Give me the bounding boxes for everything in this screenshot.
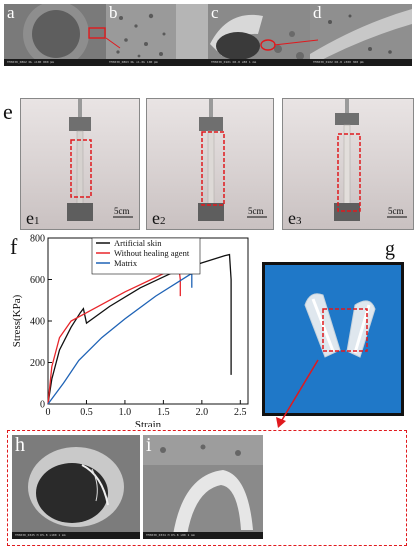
- legend-entry: Without healing agent: [114, 248, 190, 258]
- panel-label-c: c: [211, 4, 219, 22]
- x-tick-label: 2.0: [196, 407, 209, 418]
- fiber-cross-section-image: [4, 4, 106, 66]
- sem-panel-d: d TM3030_0102 D6.8 x300 300 μm: [310, 4, 412, 66]
- healed-specimen-photo: [262, 262, 404, 416]
- frame-label-e2: e2: [152, 208, 166, 228]
- fracture-sem-frame: [7, 430, 407, 546]
- x-tick-label: 2.5: [234, 407, 247, 418]
- fracture-surface-image-h: [12, 435, 140, 539]
- sem-panel-i: i TM3030_0334 H D5.8 x80 1 mm: [143, 435, 263, 539]
- panel-label-g: g: [385, 238, 395, 260]
- panel-label-e: e: [3, 99, 13, 124]
- fiber-wall-image: [310, 4, 412, 66]
- tensile-photo-e3: e3 5cm: [282, 98, 414, 230]
- sem-panel-c: c TM3030_0101 D6.8 x80 1 mm: [208, 4, 310, 66]
- legend-box: [91, 237, 201, 275]
- sem-info-bar: TM3030_0102 D6.8 x300 300 μm: [310, 59, 412, 66]
- scale-label-e2: 5cm: [248, 206, 264, 216]
- sem-info-bar: TM3030_0101 D6.8 x80 1 mm: [208, 59, 310, 66]
- zoom-connector-lines: [105, 37, 319, 49]
- x-tick-label: 0: [46, 407, 51, 418]
- x-axis-label: Strain: [135, 419, 162, 427]
- x-tick-label: 1.0: [119, 407, 132, 418]
- specimen-pieces: [304, 293, 376, 358]
- sem-info-bar: TM3030_0862 NL x100 800 μm: [4, 59, 106, 66]
- y-tick-label: 0: [40, 400, 45, 411]
- hollow-fiber-image: [208, 4, 310, 66]
- y-axis-label: Stress(KPa): [11, 294, 23, 347]
- panel-label-f: f: [10, 234, 18, 259]
- sem-panel-a: a TM3030_0862 NL x100 800 μm: [4, 4, 106, 66]
- sem-panel-b: b TM3030_0863 NL x1.0k 100 μm: [106, 4, 208, 66]
- tensile-photo-e1: e1 5cm: [20, 98, 140, 230]
- tensile-photo-e2: e2 5cm: [146, 98, 274, 230]
- panel-label-d: d: [313, 4, 322, 22]
- legend-entry: Matrix: [114, 258, 138, 268]
- scale-label-e3: 5cm: [388, 206, 404, 216]
- panel-label-h: h: [15, 435, 25, 456]
- panel-label-i: i: [146, 435, 152, 456]
- scale-label-e1: 5cm: [114, 206, 130, 216]
- stress-strain-chart: 0 0.5 1.0 1.5 2.0 2.5 0 200 400 600 800 Strain Stres…: [11, 234, 249, 427]
- frame-label-e1: e1: [26, 208, 40, 228]
- tensile-specimen-e3: [334, 99, 407, 221]
- series-line: [47, 253, 232, 405]
- x-tick-label: 0.5: [80, 407, 93, 418]
- panel-label-a: a: [7, 4, 15, 22]
- y-tick-label: 400: [30, 317, 45, 328]
- porous-structure-image: [106, 4, 208, 66]
- tensile-specimen-e1: [67, 99, 133, 221]
- y-tick-label: 600: [30, 275, 45, 286]
- x-tick-label: 1.5: [157, 407, 170, 418]
- sem-info-bar: TM3030_0334 H D5.8 x80 1 mm: [143, 532, 263, 539]
- y-tick-label: 800: [30, 234, 45, 245]
- sem-panel-h: h TM3030_0325 H D5.8 x100 1 mm: [12, 435, 140, 539]
- sem-info-bar: TM3030_0325 H D5.8 x100 1 mm: [12, 532, 140, 539]
- tensile-specimen-e2: [198, 99, 267, 221]
- y-tick-label: 200: [30, 358, 45, 369]
- legend-entry: Artificial skin: [114, 238, 162, 248]
- panel-label-b: b: [109, 4, 118, 22]
- sem-info-bar: TM3030_0863 NL x1.0k 100 μm: [106, 59, 208, 66]
- frame-label-e3: e3: [288, 208, 302, 228]
- fracture-surface-image-i: [143, 435, 263, 539]
